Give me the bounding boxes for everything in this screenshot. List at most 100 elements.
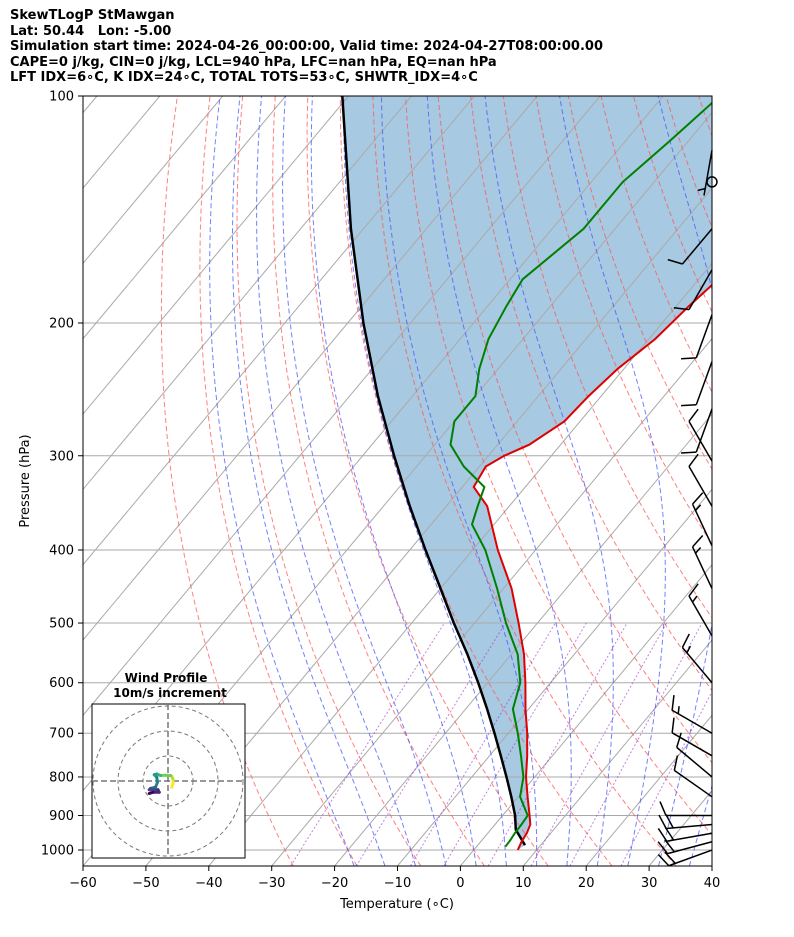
wind-barb	[657, 839, 713, 855]
wind-barb	[673, 755, 713, 798]
barb-flag	[657, 828, 668, 842]
wind-barb	[657, 849, 713, 867]
hodograph-inset: Wind Profile 10m/s increment	[91, 671, 246, 859]
barb-half-flag	[694, 547, 702, 554]
parcel-profile-line	[341, 96, 527, 846]
mixing-ratio-line	[487, 622, 628, 866]
x-tick-label: −50	[132, 876, 159, 891]
dry-adiabat	[272, 96, 485, 866]
y-tick-label: 800	[49, 770, 74, 785]
moist-adiabat	[282, 96, 447, 866]
barb-flag	[657, 841, 669, 855]
dry-adiabat-lines	[160, 96, 712, 866]
wind-barb	[697, 150, 713, 196]
barb-half-flag	[694, 504, 702, 512]
barb-flag	[688, 453, 699, 467]
dewpoint-line	[449, 101, 712, 848]
x-tick-label: 10	[515, 876, 532, 891]
barb-flag	[673, 755, 679, 771]
wind-barb	[681, 633, 713, 684]
barb-shaft	[695, 314, 713, 359]
isotherm	[83, 96, 224, 265]
cape-area	[342, 96, 712, 850]
cape-line: CAPE=0 j/kg, CIN=0 j/kg, LCL=940 hPa, LF…	[10, 54, 497, 70]
mixing-ratio-line	[290, 622, 445, 866]
moist-adiabat	[484, 96, 614, 866]
wind-barb	[676, 732, 713, 778]
dry-adiabat	[306, 96, 549, 866]
isotherm	[83, 96, 601, 717]
wind-barb	[691, 492, 713, 547]
barb-shaft	[676, 746, 713, 778]
dry-adiabat	[470, 96, 712, 692]
dry-adiabat	[698, 96, 712, 138]
barb-shaft	[667, 841, 713, 855]
moist-adiabat	[559, 96, 666, 866]
barb-shaft	[673, 769, 713, 798]
barb-half-flag	[697, 187, 706, 192]
isotherm	[522, 639, 712, 866]
barb-flag	[664, 826, 675, 841]
barb-shaft	[681, 647, 713, 684]
y-axis-label: Pressure (hPa)	[18, 434, 33, 527]
wind-barb	[681, 314, 713, 360]
wind-barb	[681, 361, 713, 407]
barb-flag	[664, 851, 676, 864]
isotherm	[334, 413, 712, 866]
y-tick-label: 200	[49, 316, 74, 331]
wind-barbs	[657, 150, 718, 867]
isotherm	[83, 96, 98, 114]
isobar-lines	[83, 96, 712, 851]
barb-shaft	[688, 466, 713, 507]
dry-adiabat	[567, 96, 712, 470]
barb-flag	[673, 307, 690, 311]
x-tick-label: −40	[195, 876, 222, 891]
y-tick-label: 300	[49, 449, 74, 464]
hodograph-plot	[92, 704, 245, 858]
wind-barb	[671, 717, 713, 757]
barb-flag	[681, 633, 690, 648]
wind-barb	[691, 534, 713, 589]
chart-header: SkewTLogP StMawgan Lat: 50.44 Lon: -5.00…	[10, 8, 603, 86]
barb-flag	[688, 583, 699, 597]
barb-flag	[664, 839, 675, 853]
isotherm	[83, 96, 349, 415]
x-axis-label: Temperature (∘C)	[339, 897, 454, 912]
mixing-ratio-lines	[290, 622, 712, 866]
mixing-ratio-line	[355, 622, 506, 866]
moist-adiabat	[380, 96, 538, 866]
time-line: Simulation start time: 2024-04-26_00:00:…	[10, 39, 603, 54]
mixing-ratio-line	[620, 690, 712, 866]
barb-shaft	[691, 546, 713, 589]
barb-flag	[681, 357, 697, 360]
mixing-ratio-line	[443, 622, 587, 866]
barb-shaft	[668, 849, 713, 867]
barb-shaft	[688, 269, 713, 310]
moist-adiabat	[657, 96, 712, 866]
dry-adiabat	[199, 96, 358, 866]
dry-adiabat	[405, 96, 712, 836]
isotherm	[711, 865, 712, 866]
y-tick-label: 600	[49, 676, 74, 691]
barb-flag	[657, 854, 670, 867]
isotherm	[83, 96, 287, 340]
wind-barb	[688, 453, 713, 507]
wind-barb	[657, 826, 713, 842]
hodograph-ring	[92, 705, 244, 857]
barb-shaft	[688, 595, 713, 637]
barb-shaft	[666, 832, 713, 842]
isotherm	[271, 337, 712, 866]
isotherm	[83, 96, 475, 566]
moist-adiabat	[232, 96, 386, 866]
barb-shaft	[671, 732, 713, 757]
dry-adiabat	[339, 96, 613, 866]
moist-adiabat	[752, 96, 794, 866]
y-tick-label: 500	[49, 617, 74, 632]
barb-shaft	[691, 503, 713, 547]
y-tick-label: 1000	[41, 844, 74, 859]
x-tick-label: 20	[578, 876, 595, 891]
hodograph-ring	[117, 730, 219, 832]
x-axis-ticks: −60 −50 −40 −30 −20 −10 0 10 20 30 40	[69, 866, 720, 891]
dry-adiabat	[160, 96, 294, 866]
dry-adiabat	[372, 96, 677, 866]
